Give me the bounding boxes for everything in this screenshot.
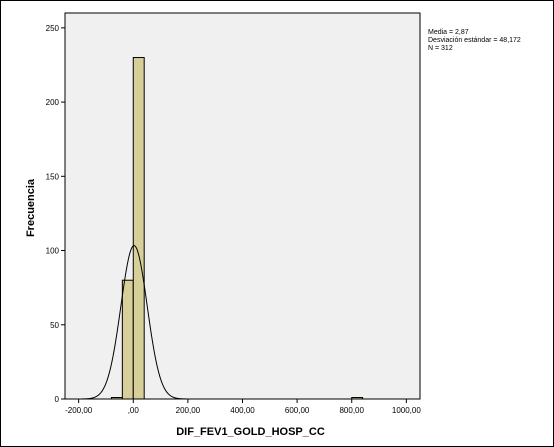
x-tick-label: 800,00: [339, 406, 364, 415]
histogram-bar-1: [121, 279, 134, 400]
y-tick-label: 150: [46, 172, 60, 181]
y-tick-label: 100: [46, 247, 60, 256]
x-tick-label: 1000,00: [392, 406, 421, 415]
x-tick-label: 600,00: [285, 406, 310, 415]
histogram-bar-3: [351, 397, 364, 400]
y-tick-label: 0: [55, 395, 60, 404]
plot-area: [64, 12, 421, 400]
y-axis-title: Frecuencia: [25, 178, 37, 237]
x-tick-label: 400,00: [230, 406, 255, 415]
x-tick-label: -200,00: [65, 406, 93, 415]
stat-mean: Media = 2,87: [428, 29, 469, 36]
histogram-bar-0: [110, 397, 123, 400]
y-tick-label: 50: [50, 321, 59, 330]
y-tick-label: 200: [46, 98, 60, 107]
x-tick-label: ,00: [128, 406, 140, 415]
x-tick-label: 200,00: [176, 406, 201, 415]
histogram-bar-2: [132, 57, 145, 400]
x-axis-title: DIF_FEV1_GOLD_HOSP_CC: [176, 426, 325, 438]
stat-n: N = 312: [428, 45, 453, 52]
stats-legend: Media = 2,87 Desviación estándar = 48,17…: [428, 29, 521, 53]
stat-sd: Desviación estándar = 48,172: [428, 37, 521, 44]
y-tick-label: 250: [46, 24, 60, 33]
normal-curve: [81, 245, 205, 400]
